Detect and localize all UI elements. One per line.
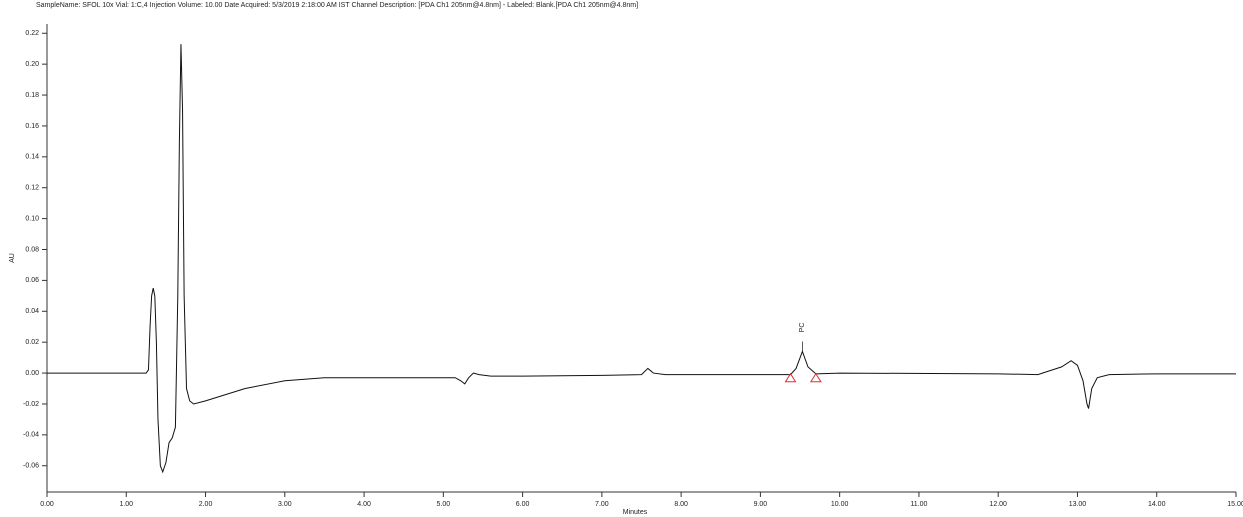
x-tick-label: 13.00 xyxy=(1069,501,1087,508)
y-tick-label: 0.04 xyxy=(25,308,39,315)
x-tick-label: 6.00 xyxy=(516,501,530,508)
x-tick-label: 7.00 xyxy=(595,501,609,508)
y-tick-label: 0.22 xyxy=(25,30,39,37)
y-tick-label: 0.18 xyxy=(25,92,39,99)
x-tick-label: 14.00 xyxy=(1148,501,1166,508)
x-tick-label: 15.00 xyxy=(1227,501,1243,508)
x-axis-label: Minutes xyxy=(623,509,648,516)
y-tick-label: -0.02 xyxy=(23,401,39,408)
y-tick-label: 0.10 xyxy=(25,215,39,222)
x-tick-label: 10.00 xyxy=(831,501,849,508)
peak-label: PC xyxy=(799,323,806,333)
y-tick-label: 0.06 xyxy=(25,277,39,284)
y-tick-label: 0.14 xyxy=(25,154,39,161)
x-tick-label: 3.00 xyxy=(278,501,292,508)
trace-line xyxy=(47,44,1236,474)
x-tick-label: 4.00 xyxy=(357,501,371,508)
y-tick-label: -0.04 xyxy=(23,432,39,439)
y-tick-label: 0.00 xyxy=(25,370,39,377)
chart-title: SampleName: SFOL 10x Vial: 1:C,4 Injecti… xyxy=(36,2,638,9)
x-tick-label: 11.00 xyxy=(910,501,927,508)
x-tick-label: 12.00 xyxy=(989,501,1007,508)
peak-marker xyxy=(784,372,797,383)
y-tick-label: 0.20 xyxy=(25,61,39,68)
y-tick-label: -0.06 xyxy=(23,463,39,470)
x-tick-label: 9.00 xyxy=(754,501,768,508)
x-tick-label: 5.00 xyxy=(437,501,451,508)
y-tick-label: 0.12 xyxy=(25,185,39,192)
x-tick-label: 0.00 xyxy=(40,501,54,508)
y-axis-label: AU xyxy=(9,253,16,263)
y-tick-label: 0.16 xyxy=(25,123,39,130)
peak-marker xyxy=(809,372,822,383)
x-tick-label: 1.00 xyxy=(119,501,133,508)
y-tick-label: 0.02 xyxy=(25,339,39,346)
y-tick-label: 0.08 xyxy=(25,246,39,253)
x-tick-label: 8.00 xyxy=(674,501,688,508)
x-tick-label: 2.00 xyxy=(199,501,213,508)
